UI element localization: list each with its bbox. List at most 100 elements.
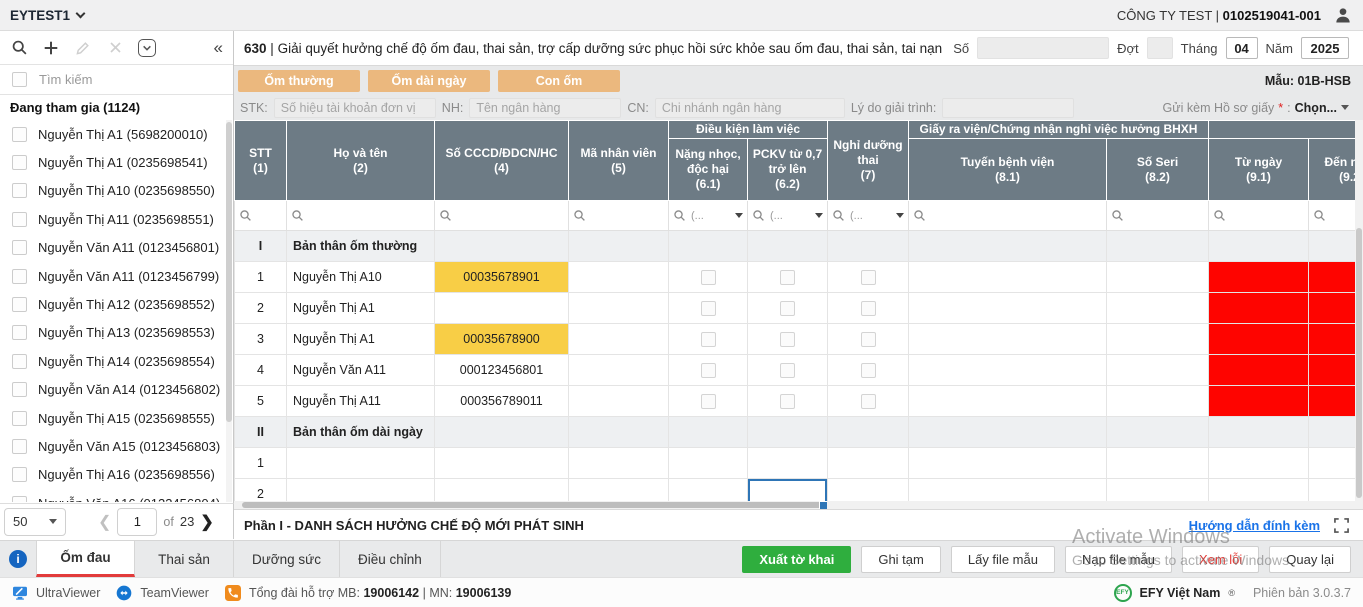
edit-icon[interactable] <box>74 39 92 57</box>
checkbox[interactable] <box>860 300 876 316</box>
cell-to-date[interactable] <box>1308 354 1363 386</box>
delete-icon[interactable] <box>106 39 124 57</box>
filter-cell[interactable] <box>234 200 287 231</box>
cell-heavy[interactable] <box>668 292 748 324</box>
cell-seri[interactable] <box>1105 354 1210 386</box>
cell-cccd[interactable]: 000123456801 <box>434 354 569 386</box>
save-temp-button[interactable]: Ghi tạm <box>861 545 941 573</box>
cell-hospital[interactable] <box>908 292 1107 324</box>
sidebar-scrollbar[interactable] <box>226 120 232 502</box>
cell-stt[interactable]: 1 <box>234 447 287 479</box>
cell-heavy[interactable] <box>668 354 748 386</box>
cell-pckv[interactable] <box>747 385 828 417</box>
filter-cell[interactable] <box>1308 200 1363 231</box>
checkbox[interactable] <box>12 353 27 369</box>
prev-page-button[interactable]: ❮ <box>98 513 112 531</box>
col-header-rest[interactable]: Nghỉ dưỡng thai (7) <box>827 120 909 201</box>
cell-to-date[interactable] <box>1308 323 1363 355</box>
checkbox[interactable] <box>12 410 27 426</box>
user-icon[interactable] <box>1333 5 1353 25</box>
cell-heavy[interactable] <box>668 447 748 479</box>
back-button[interactable]: Quay lại <box>1269 545 1351 573</box>
add-icon[interactable] <box>42 39 60 57</box>
cell-hospital[interactable] <box>908 261 1107 293</box>
col-header-stt[interactable]: STT (1) <box>234 120 287 201</box>
cell-heavy[interactable] <box>668 323 748 355</box>
cell-rest[interactable] <box>827 447 909 479</box>
checkbox[interactable] <box>12 382 27 398</box>
cell-name[interactable]: Nguyễn Văn A11 <box>286 354 435 386</box>
list-item[interactable]: Nguyễn Thị A15 (0235698555) <box>0 404 233 432</box>
cell-employee-code[interactable] <box>568 292 669 324</box>
search-input[interactable] <box>37 71 221 88</box>
cell-pckv[interactable] <box>747 323 828 355</box>
cell-name[interactable]: Nguyễn Thị A1 <box>286 292 435 324</box>
checkbox[interactable] <box>12 155 27 171</box>
cell-cccd[interactable] <box>434 292 569 324</box>
tab-con-om[interactable]: Con ốm <box>498 70 620 92</box>
cell-stt[interactable]: 1 <box>234 261 287 293</box>
cell-to-date[interactable] <box>1308 447 1363 479</box>
cell-stt[interactable]: 3 <box>234 323 287 355</box>
list-item[interactable]: Nguyễn Thị A1 (5698200010) <box>0 120 233 148</box>
month-input[interactable] <box>1225 37 1258 59</box>
cell-seri[interactable] <box>1105 292 1210 324</box>
checkbox[interactable] <box>780 300 795 316</box>
cell-from-date[interactable] <box>1208 261 1310 293</box>
filter-cell[interactable] <box>434 200 569 231</box>
cell-cccd[interactable] <box>434 447 569 479</box>
checkbox[interactable] <box>700 331 716 347</box>
cell-employee-code[interactable] <box>568 447 669 479</box>
cell-name[interactable]: Nguyễn Thị A1 <box>286 323 435 355</box>
account-menu[interactable]: EYTEST1 <box>10 8 86 23</box>
tab-om-dau[interactable]: Ốm đau <box>36 541 135 577</box>
so-input[interactable] <box>977 37 1110 59</box>
filter-cell[interactable] <box>286 200 435 231</box>
checkbox[interactable] <box>780 269 795 285</box>
load-template-button[interactable]: Nạp file mẫu <box>1064 545 1172 573</box>
cell-name[interactable]: Nguyễn Thị A11 <box>286 385 435 417</box>
filter-cell[interactable] <box>908 200 1107 231</box>
cell-hospital[interactable] <box>908 323 1107 355</box>
filter-cell-dropdown[interactable]: (... <box>827 200 909 231</box>
cell-pckv[interactable] <box>747 447 828 479</box>
checkbox[interactable] <box>12 438 27 454</box>
select-all-checkbox[interactable] <box>12 72 27 87</box>
export-button[interactable]: Xuất tờ khai <box>742 545 852 573</box>
reason-input[interactable] <box>942 97 1075 118</box>
col-header-employee-code[interactable]: Mã nhân viên (5) <box>568 120 669 201</box>
cell-stt[interactable]: 2 <box>234 292 287 324</box>
cell-rest[interactable] <box>827 385 909 417</box>
checkbox[interactable] <box>700 362 716 378</box>
checkbox[interactable] <box>780 331 795 347</box>
view-errors-button[interactable]: Xem lỗi <box>1181 545 1260 573</box>
checkbox[interactable] <box>12 325 27 341</box>
list-item[interactable]: Nguyễn Thị A10 (0235698550) <box>0 177 233 205</box>
checkbox[interactable] <box>860 331 876 347</box>
next-page-button[interactable]: ❯ <box>200 513 214 531</box>
stk-input[interactable] <box>273 97 436 118</box>
attach-guide-link[interactable]: Hướng dẫn đính kèm <box>1188 517 1320 533</box>
cell-pckv[interactable] <box>747 354 828 386</box>
cell-from-date[interactable] <box>1208 292 1310 324</box>
col-header-heavy[interactable]: Nặng nhọc, độc hại (6.1) <box>668 138 748 201</box>
cell-pckv[interactable] <box>747 292 828 324</box>
checkbox[interactable] <box>12 268 27 284</box>
cell-employee-code[interactable] <box>568 323 669 355</box>
cell-rest[interactable] <box>827 292 909 324</box>
checkbox[interactable] <box>860 393 876 409</box>
collapse-sidebar-icon[interactable]: « <box>213 38 223 57</box>
nh-input[interactable] <box>469 97 622 118</box>
filter-cell[interactable] <box>1105 200 1210 231</box>
filter-cell[interactable] <box>568 200 669 231</box>
list-item[interactable]: Nguyễn Thị A12 (0235698552) <box>0 290 233 318</box>
checkbox[interactable] <box>700 300 716 316</box>
year-input[interactable] <box>1301 37 1349 59</box>
tab-thai-san[interactable]: Thai sản <box>135 541 234 577</box>
cell-rest[interactable] <box>827 354 909 386</box>
list-item[interactable]: Nguyễn Thị A16 (0235698556) <box>0 461 233 489</box>
tab-om-dai-ngay[interactable]: Ốm dài ngày <box>368 70 490 92</box>
cell-employee-code[interactable] <box>568 354 669 386</box>
cell-employee-code[interactable] <box>568 261 669 293</box>
cell-seri[interactable] <box>1105 323 1210 355</box>
